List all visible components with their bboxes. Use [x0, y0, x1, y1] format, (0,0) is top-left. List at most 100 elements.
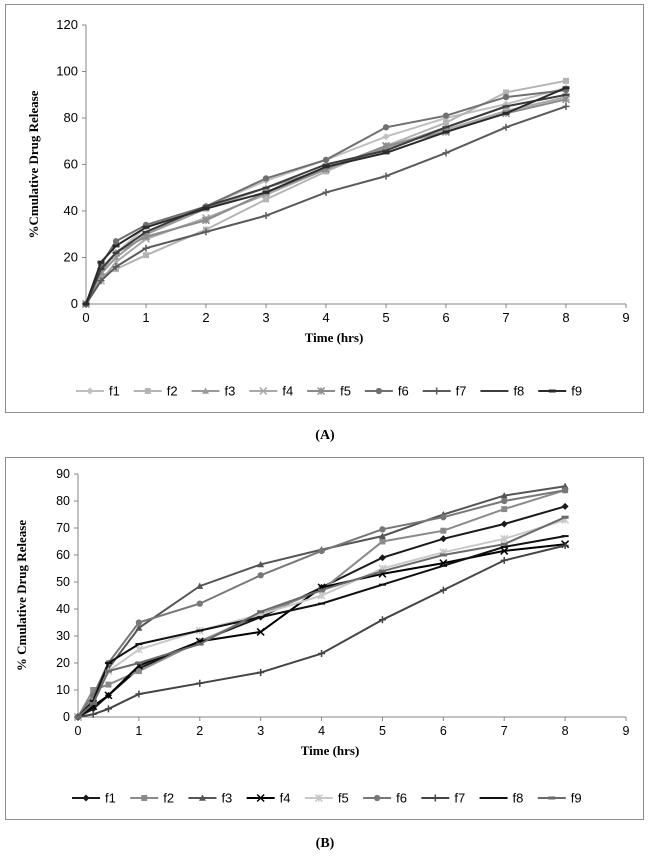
- data-point-f7: [322, 188, 330, 196]
- series-line-f8: [85, 93, 567, 305]
- legend-marker: [256, 793, 265, 803]
- data-point-f5: [561, 95, 571, 104]
- data-point-f7: [382, 172, 390, 180]
- data-point-f3: [112, 254, 120, 261]
- series-line-f1: [77, 505, 566, 718]
- y-tick-label: 0: [71, 296, 78, 311]
- legend-marker: [259, 386, 268, 396]
- data-point-f7: [112, 263, 120, 271]
- series-f3: [82, 91, 570, 307]
- y-tick-label: 20: [64, 250, 78, 265]
- data-point-f7: [196, 679, 204, 687]
- data-point-f6: [112, 238, 120, 245]
- legend-item-f4: f4: [249, 384, 293, 399]
- data-point-f7: [318, 650, 326, 658]
- legend-item-f9: f9: [537, 791, 582, 806]
- data-point-f9: [82, 302, 90, 306]
- legend-label: f6: [398, 384, 409, 399]
- series-f4: [73, 540, 570, 722]
- chart-b: 0 10 20 30 40 50 60 70 80 90 0 1 2 3 4 5 6 7 8 9 Time (hrs)%…: [14, 467, 630, 806]
- data-point-f3: [500, 492, 508, 499]
- data-point-f5: [500, 534, 509, 543]
- y-axis-title: %Cmulative Drug Release: [26, 90, 41, 238]
- legend-marker: [431, 794, 439, 802]
- x-tick-label: 4: [318, 724, 325, 738]
- series-line-f8: [77, 535, 566, 718]
- x-tick-label: 6: [442, 310, 449, 325]
- data-point-f1: [382, 133, 390, 141]
- data-point-f7: [202, 228, 210, 236]
- data-point-f6: [379, 526, 386, 533]
- data-point-f7: [262, 212, 270, 220]
- series-f6: [82, 86, 570, 308]
- x-tick-label: 0: [82, 310, 89, 325]
- legend-item-f9: f9: [538, 384, 582, 399]
- data-point-f3: [135, 624, 143, 631]
- legend-label: f7: [454, 791, 465, 806]
- data-point-f9: [257, 610, 265, 614]
- x-tick-label: 8: [562, 724, 569, 738]
- legend-marker: [548, 389, 556, 393]
- legend-marker: [141, 795, 148, 801]
- data-point-f2: [263, 196, 269, 203]
- legend-label: f4: [282, 384, 293, 399]
- x-tick-label: 4: [322, 310, 329, 325]
- legend-marker: [548, 796, 556, 800]
- y-tick-label: 50: [56, 575, 70, 589]
- y-tick-label: 70: [56, 521, 70, 535]
- data-point-f7: [89, 710, 97, 718]
- chart-panel-b: 0 10 20 30 40 50 60 70 80 90 0 1 2 3 4 5 6 7 8 9 Time (hrs)%…: [5, 457, 644, 820]
- data-point-f2: [440, 527, 447, 534]
- y-tick-label: 100: [56, 64, 78, 79]
- x-tick-label: 2: [202, 310, 209, 325]
- series-f9: [74, 515, 569, 719]
- data-point-f6: [135, 619, 143, 626]
- series-line-f7: [85, 105, 567, 305]
- legend-label: f5: [340, 384, 351, 399]
- series-line-f5: [85, 98, 567, 305]
- x-tick-label: 6: [440, 724, 447, 738]
- legend-label: f1: [109, 384, 120, 399]
- data-point-f7: [561, 542, 569, 550]
- legend-item-f8: f8: [479, 791, 523, 806]
- legend-label: f5: [338, 791, 349, 806]
- data-point-f9: [135, 661, 143, 665]
- data-point-f7: [378, 616, 386, 624]
- data-point-f2: [501, 506, 508, 513]
- series-f8: [82, 93, 570, 305]
- data-point-f6: [440, 514, 447, 521]
- series-f7: [74, 542, 569, 721]
- caption-b: (B): [315, 836, 335, 851]
- data-point-f2: [90, 687, 97, 693]
- legend-label: f2: [163, 791, 174, 806]
- series-line-f3: [77, 485, 566, 718]
- series-f4: [81, 93, 571, 309]
- data-point-f3: [378, 532, 386, 539]
- legend-marker: [198, 794, 206, 801]
- legend-item-f1: f1: [72, 791, 116, 806]
- data-point-f6: [262, 175, 270, 182]
- data-point-f9: [196, 642, 204, 646]
- y-tick-label: 30: [56, 629, 70, 643]
- x-tick-label: 3: [262, 310, 269, 325]
- series-f1: [74, 502, 569, 721]
- series-f7: [82, 102, 570, 308]
- legend-marker: [373, 794, 381, 802]
- data-point-f9: [97, 260, 105, 264]
- x-tick-label: 2: [196, 724, 203, 738]
- y-tick-label: 80: [64, 110, 78, 125]
- legend-item-f6: f6: [363, 791, 407, 806]
- legend-item-f1: f1: [76, 384, 120, 399]
- legend-label: f3: [225, 384, 236, 399]
- y-tick-label: 0: [63, 710, 70, 724]
- data-point-f9: [89, 702, 97, 705]
- legend-marker: [202, 387, 210, 394]
- data-point-f5: [317, 591, 326, 600]
- legend-item-f7: f7: [421, 791, 465, 806]
- series-line-f7: [77, 544, 566, 718]
- legend-item-f6: f6: [364, 384, 409, 399]
- data-point-f4: [104, 691, 113, 700]
- data-point-f9: [502, 111, 510, 115]
- legend-item-f7: f7: [422, 384, 467, 399]
- data-point-f9: [439, 553, 447, 557]
